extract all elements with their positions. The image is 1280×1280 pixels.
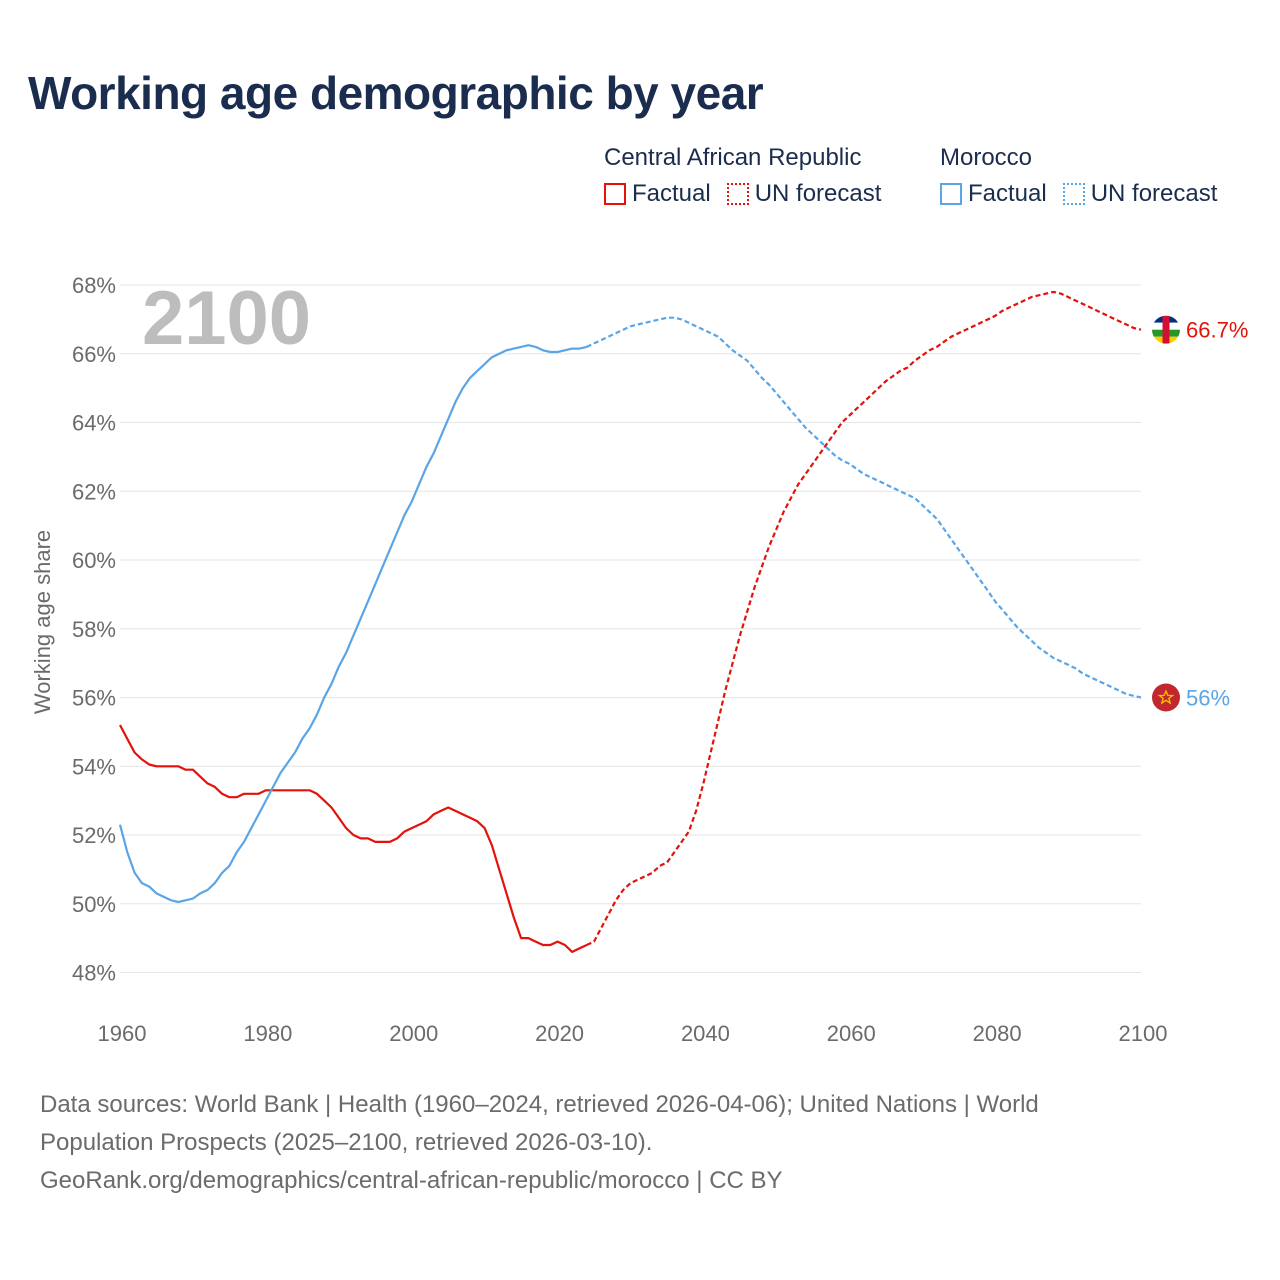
legend-swatch-dotted: [726, 183, 749, 205]
legend-swatch-solid: [940, 183, 962, 205]
legend-group-name: Central African Republic: [604, 144, 862, 171]
series-line-car-forecast: [586, 290, 1142, 946]
central-african-republic-flag-icon: [1152, 315, 1180, 344]
morocco-end-value-label: 56%: [1186, 686, 1230, 711]
series-line-morocco-factual: [118, 344, 587, 904]
x-tick-label: 2100: [1119, 1021, 1168, 1046]
y-tick-label: 62%: [72, 479, 116, 504]
x-tick-label: 1980: [243, 1021, 292, 1046]
legend-swatch-dotted: [1062, 183, 1085, 205]
y-tick-label: 66%: [72, 342, 116, 367]
legend-swatch-solid: [604, 183, 626, 205]
footer-link[interactable]: GeoRank.org/demographics/central-african…: [40, 1167, 783, 1194]
page-title: Working age demographic by year: [28, 67, 764, 119]
car-end-value-label: 66.7%: [1186, 318, 1248, 343]
legend-item-morocco-forecast[interactable]: UN forecast: [1062, 180, 1218, 208]
legend-label: Factual: [632, 180, 711, 207]
x-tick-label: 2080: [973, 1021, 1022, 1046]
end-markers: 66.7% 56%: [1152, 315, 1248, 712]
legend-item-car-forecast[interactable]: UN forecast: [726, 180, 882, 208]
x-tick-label: 1960: [98, 1021, 147, 1046]
y-tick-label: 50%: [72, 892, 116, 917]
x-tick-label: 2060: [827, 1021, 876, 1046]
x-tick-label: 2040: [681, 1021, 730, 1046]
y-tick-label: 52%: [72, 823, 116, 848]
y-tick-label: 48%: [72, 961, 116, 986]
series-line-car-factual: [119, 724, 588, 953]
footer-line: Data sources: World Bank | Health (1960–…: [40, 1091, 1039, 1118]
year-watermark: 2100: [142, 276, 311, 361]
axis-ticks: 48% 50% 52% 54% 56% 58% 60% 62% 64% 66% 68% 1960 198…: [72, 273, 1168, 1046]
legend-item-morocco-factual[interactable]: Factual: [940, 180, 1047, 208]
y-tick-label: 56%: [72, 686, 116, 711]
y-axis-title: Working age share: [30, 530, 55, 714]
footer-line: Population Prospects (2025–2100, retriev…: [40, 1129, 653, 1156]
y-tick-label: 64%: [72, 411, 116, 436]
series: [118, 290, 1142, 953]
y-tick-label: 60%: [72, 548, 116, 573]
morocco-flag-icon: [1152, 683, 1180, 712]
y-tick-label: 58%: [72, 617, 116, 642]
legend-label: UN forecast: [1090, 180, 1218, 207]
y-tick-label: 54%: [72, 754, 116, 779]
legend-group-name: Morocco: [940, 144, 1033, 171]
legend-label: Factual: [968, 180, 1047, 207]
line-chart: 2100 Working age share 48% 50% 52% 54% 56% 58…: [30, 273, 1248, 1046]
x-tick-label: 2020: [535, 1021, 584, 1046]
footer-sources: Data sources: World Bank | Health (1960–…: [40, 1086, 1240, 1200]
legend-group-car: Central African Republic Factual UN fore…: [604, 144, 881, 208]
y-tick-label: 68%: [72, 273, 116, 298]
legend-label: UN forecast: [754, 180, 882, 207]
legend-group-morocco: Morocco Factual UN forecast: [940, 144, 1217, 208]
grid: [120, 284, 1141, 973]
legend-item-car-factual[interactable]: Factual: [604, 180, 711, 208]
x-tick-label: 2000: [389, 1021, 438, 1046]
series-line-morocco-forecast: [586, 316, 1142, 699]
